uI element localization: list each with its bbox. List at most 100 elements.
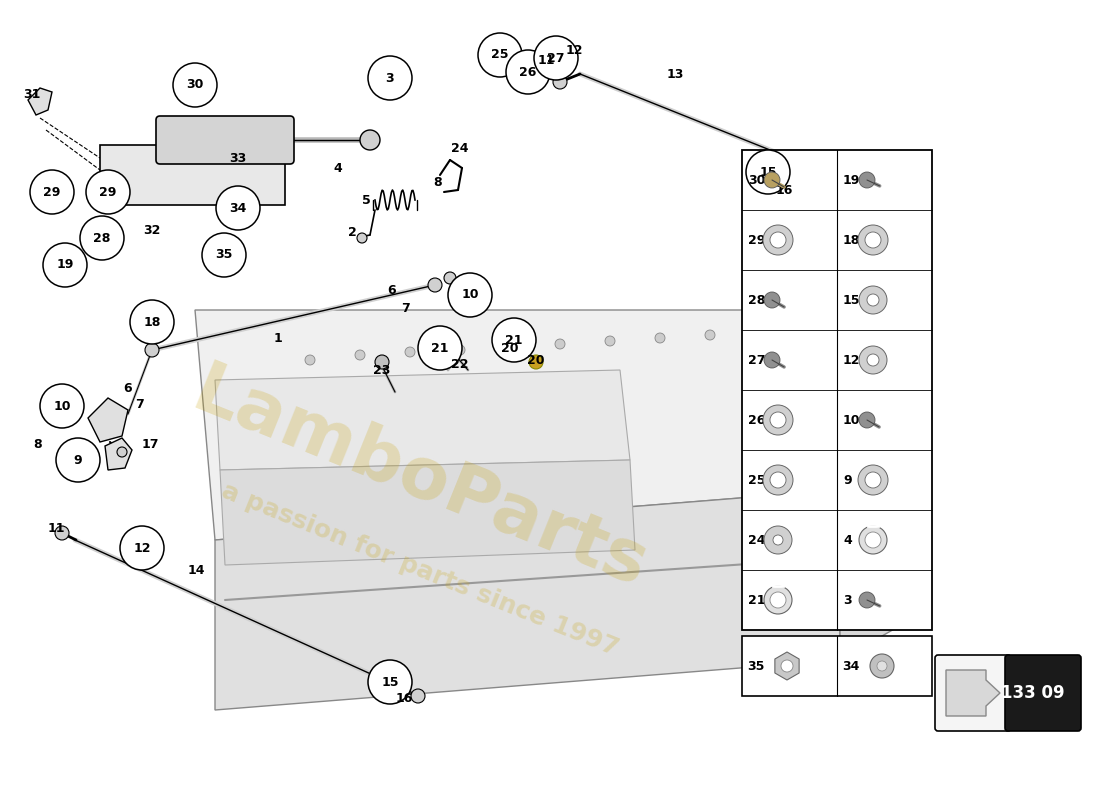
Text: 16: 16 [395, 691, 412, 705]
Circle shape [375, 355, 389, 369]
Text: 4: 4 [333, 162, 342, 174]
Circle shape [505, 342, 515, 352]
Circle shape [202, 233, 246, 277]
Circle shape [444, 272, 456, 284]
Text: 12: 12 [565, 43, 583, 57]
Circle shape [837, 522, 913, 598]
Text: 25: 25 [492, 49, 508, 62]
Text: 11: 11 [47, 522, 65, 534]
Circle shape [305, 355, 315, 365]
Text: 24: 24 [748, 534, 766, 546]
Text: 34: 34 [842, 659, 859, 673]
Text: 17: 17 [141, 438, 158, 450]
Circle shape [117, 447, 126, 457]
Text: 30: 30 [748, 174, 766, 186]
Circle shape [820, 505, 930, 615]
Circle shape [418, 326, 462, 370]
Circle shape [605, 336, 615, 346]
Text: 30: 30 [186, 78, 204, 91]
Circle shape [820, 365, 930, 475]
Circle shape [503, 345, 517, 359]
Text: 33: 33 [230, 151, 246, 165]
Text: 15: 15 [759, 166, 777, 178]
FancyBboxPatch shape [742, 636, 932, 696]
Text: 5: 5 [362, 194, 371, 206]
Circle shape [859, 346, 887, 374]
Text: 26: 26 [748, 414, 766, 426]
Circle shape [764, 526, 792, 554]
Circle shape [654, 333, 666, 343]
Circle shape [870, 654, 894, 678]
Circle shape [216, 186, 260, 230]
Text: 32: 32 [143, 223, 161, 237]
Circle shape [506, 50, 550, 94]
Circle shape [859, 526, 887, 554]
Text: 6: 6 [387, 283, 396, 297]
Text: 25: 25 [748, 474, 766, 486]
Circle shape [865, 472, 881, 488]
Circle shape [867, 354, 879, 366]
Text: 19: 19 [843, 174, 860, 186]
Text: 22: 22 [451, 358, 469, 370]
Text: 15: 15 [843, 294, 860, 306]
Text: 18: 18 [143, 315, 161, 329]
Text: 12: 12 [133, 542, 151, 554]
Circle shape [764, 172, 780, 188]
Text: 8: 8 [433, 175, 442, 189]
Circle shape [534, 36, 578, 80]
Text: 31: 31 [23, 89, 41, 102]
Text: 12: 12 [843, 354, 860, 366]
Text: a passion for parts since 1997: a passion for parts since 1997 [218, 479, 622, 661]
Text: 21: 21 [505, 334, 522, 346]
Polygon shape [220, 460, 635, 565]
Circle shape [145, 343, 160, 357]
Circle shape [859, 592, 874, 608]
Circle shape [770, 592, 786, 608]
Text: 9: 9 [74, 454, 82, 466]
Text: 10: 10 [461, 289, 478, 302]
Circle shape [86, 170, 130, 214]
Text: 34: 34 [229, 202, 246, 214]
Text: 21: 21 [431, 342, 449, 354]
Circle shape [478, 33, 522, 77]
Circle shape [411, 689, 425, 703]
Circle shape [865, 532, 881, 548]
Polygon shape [946, 670, 1000, 716]
Text: 27: 27 [748, 354, 766, 366]
Circle shape [705, 330, 715, 340]
Circle shape [781, 660, 793, 672]
Circle shape [796, 158, 808, 170]
Circle shape [867, 294, 879, 306]
Text: 14: 14 [187, 563, 205, 577]
Text: 28: 28 [748, 294, 766, 306]
Text: 10: 10 [53, 399, 70, 413]
Text: 8: 8 [34, 438, 42, 450]
Circle shape [770, 232, 786, 248]
Text: 26: 26 [519, 66, 537, 78]
Circle shape [529, 355, 543, 369]
Polygon shape [214, 490, 840, 710]
Circle shape [405, 347, 415, 357]
Circle shape [859, 172, 874, 188]
Circle shape [837, 382, 913, 458]
Circle shape [355, 350, 365, 360]
Circle shape [877, 661, 887, 671]
Text: 4: 4 [843, 534, 851, 546]
Polygon shape [820, 310, 910, 660]
Circle shape [55, 526, 69, 540]
Text: 3: 3 [843, 594, 851, 606]
Text: 6: 6 [123, 382, 132, 394]
Text: 1: 1 [274, 331, 283, 345]
Polygon shape [214, 370, 630, 470]
Circle shape [358, 233, 367, 243]
Text: 23: 23 [373, 363, 390, 377]
Circle shape [855, 400, 895, 440]
Text: LamboParts: LamboParts [183, 358, 658, 602]
Text: 24: 24 [451, 142, 469, 154]
Text: 20: 20 [502, 342, 519, 354]
Circle shape [368, 660, 412, 704]
Text: 29: 29 [748, 234, 766, 246]
Circle shape [763, 405, 793, 435]
Circle shape [492, 318, 536, 362]
Polygon shape [195, 310, 840, 540]
